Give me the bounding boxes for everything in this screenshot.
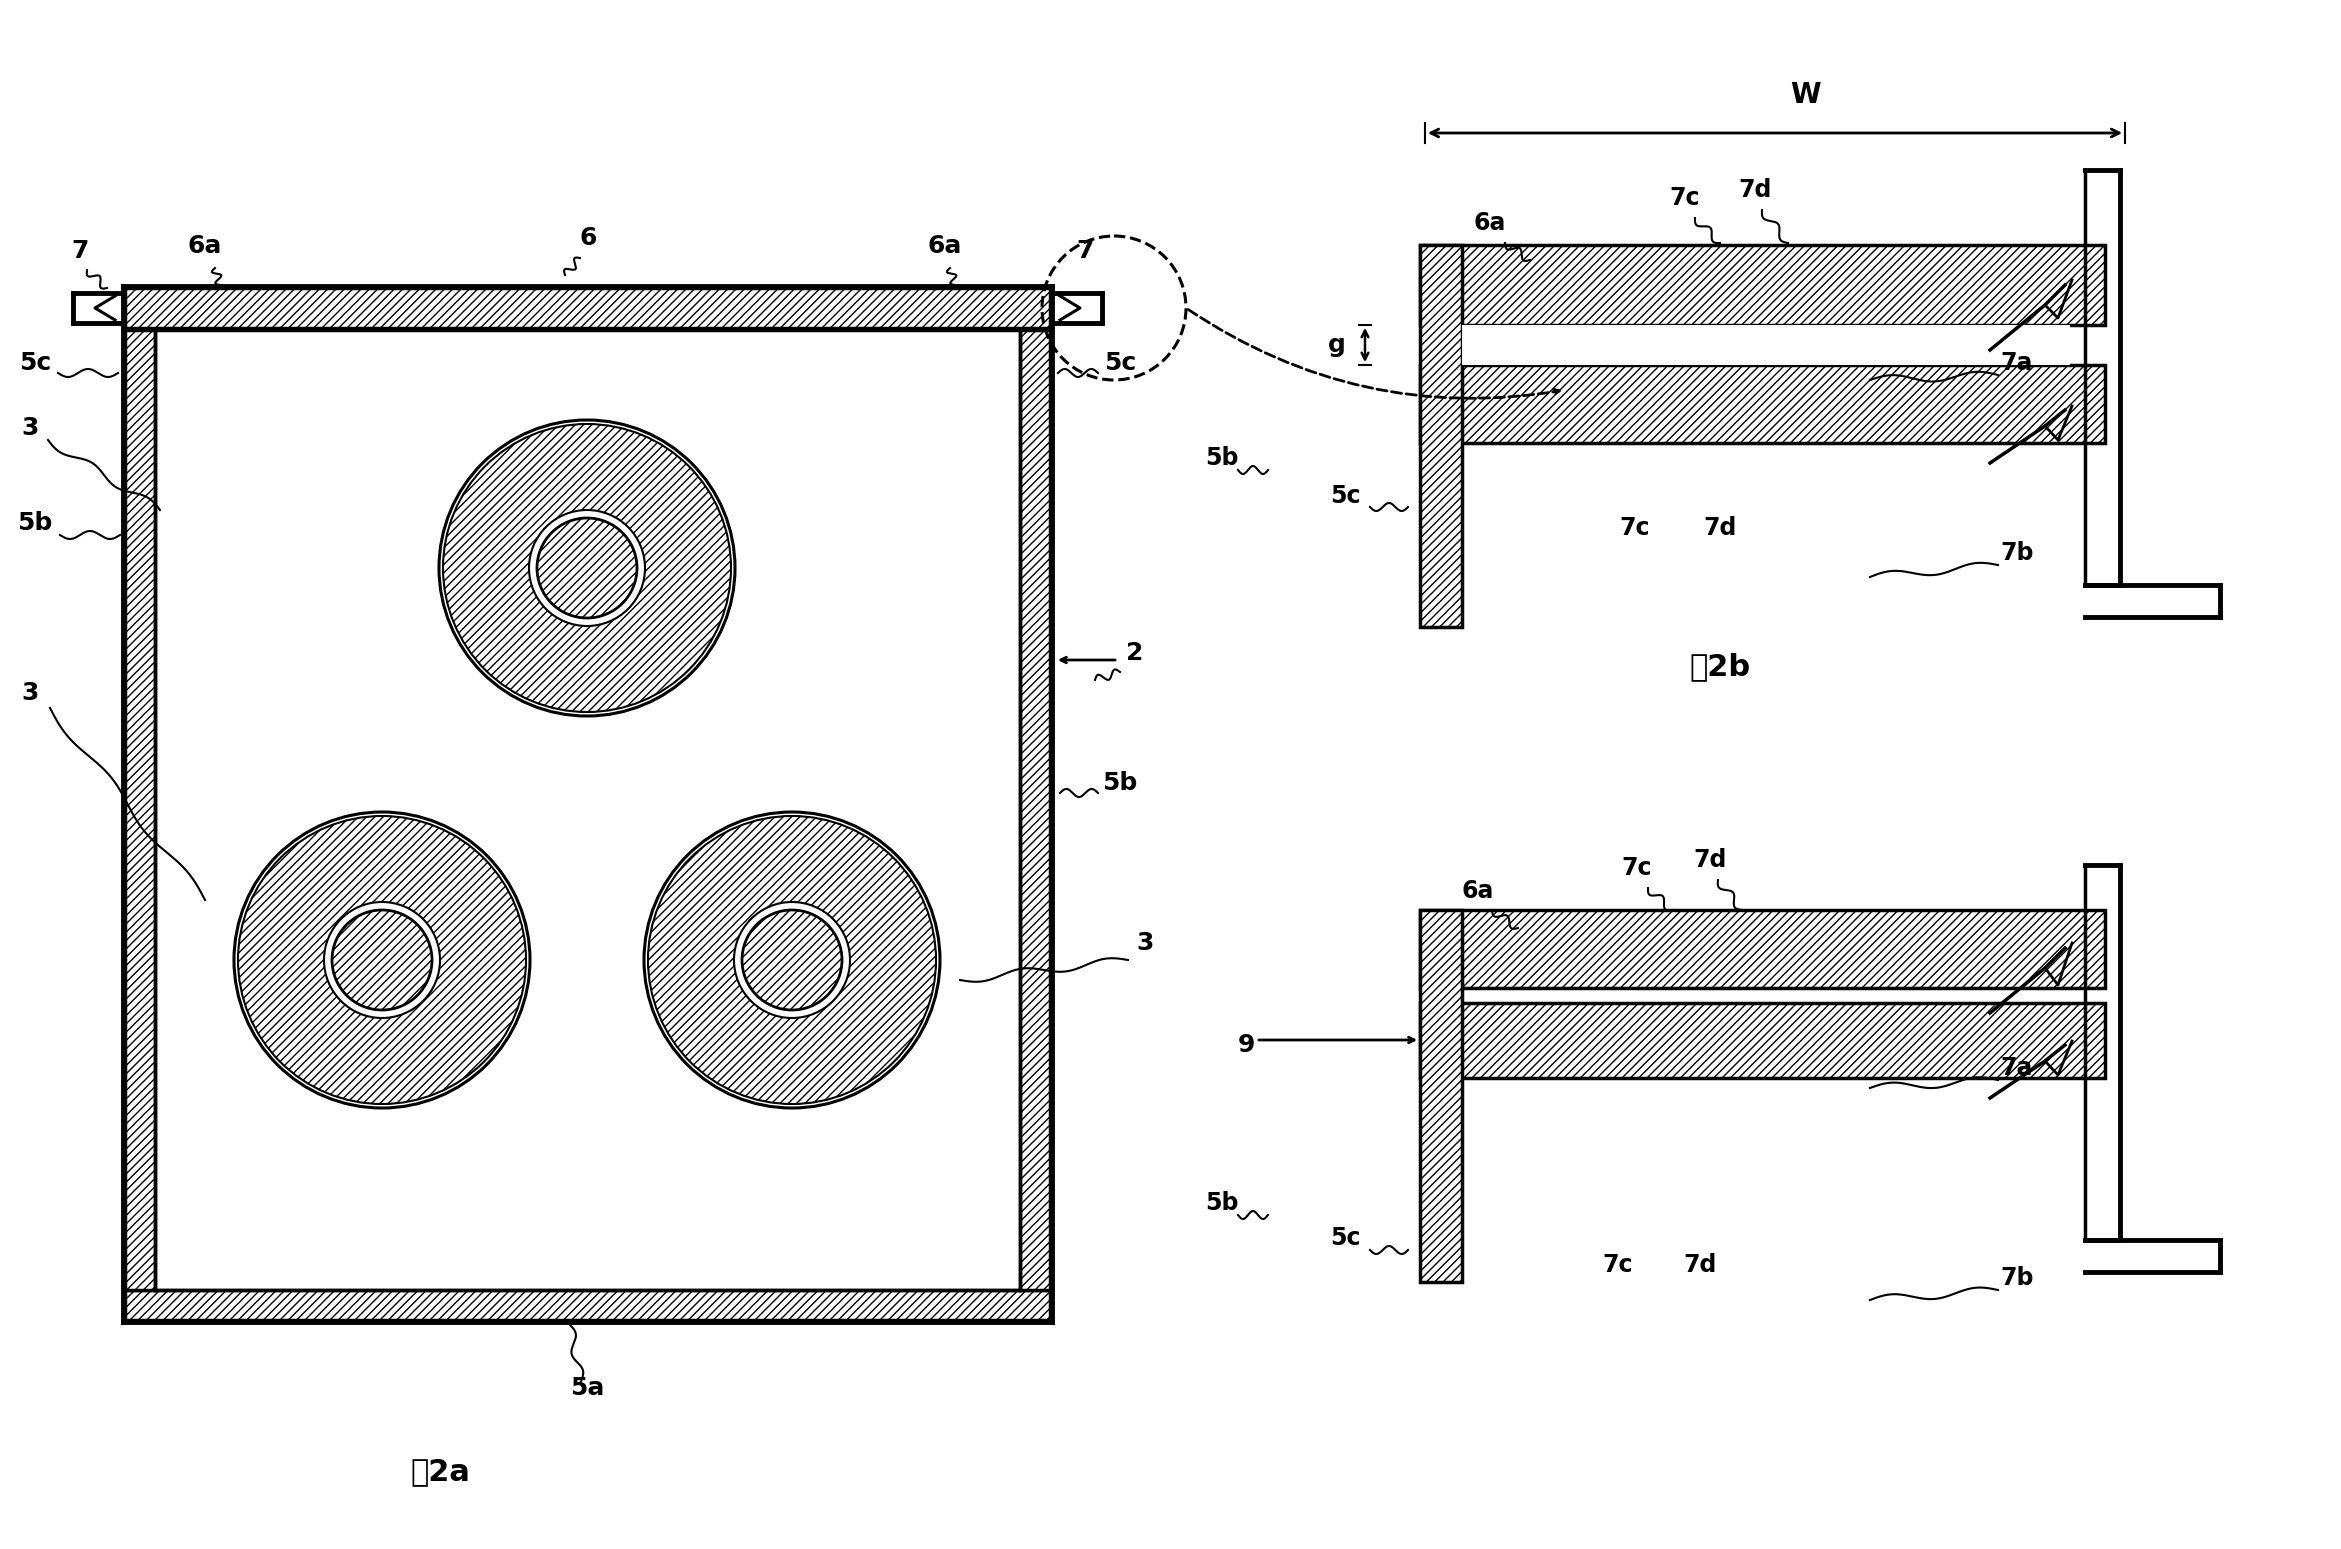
Text: 7b: 7b bbox=[1999, 1266, 2034, 1290]
Text: 5a: 5a bbox=[569, 1376, 604, 1400]
Text: 7a: 7a bbox=[1999, 352, 2032, 375]
Text: 5c: 5c bbox=[1330, 1225, 1360, 1250]
Circle shape bbox=[735, 902, 850, 1018]
Bar bbox=[1421, 909, 2105, 988]
Text: 7c: 7c bbox=[1622, 857, 1653, 880]
Circle shape bbox=[440, 420, 735, 716]
Bar bbox=[1421, 366, 2105, 443]
Text: W: W bbox=[1789, 81, 1821, 108]
Circle shape bbox=[234, 812, 529, 1108]
Text: 9: 9 bbox=[1238, 1033, 1255, 1056]
Text: 6a: 6a bbox=[187, 234, 222, 259]
Text: 7: 7 bbox=[1077, 239, 1093, 263]
Text: 7c: 7c bbox=[1620, 516, 1650, 541]
Text: 7c: 7c bbox=[1669, 186, 1700, 211]
Text: 3: 3 bbox=[21, 417, 40, 440]
Bar bbox=[124, 330, 155, 1290]
Text: 5b: 5b bbox=[1206, 446, 1238, 469]
Text: 5b: 5b bbox=[16, 511, 52, 534]
Bar bbox=[1463, 325, 2069, 366]
Text: 3: 3 bbox=[1135, 931, 1154, 956]
Text: 7: 7 bbox=[70, 239, 89, 263]
Text: 图2a: 图2a bbox=[410, 1458, 471, 1485]
Text: 5c: 5c bbox=[1330, 483, 1360, 508]
Bar bbox=[124, 1290, 1051, 1320]
Circle shape bbox=[323, 902, 440, 1018]
Text: 7b: 7b bbox=[1999, 541, 2034, 565]
Text: 7c: 7c bbox=[1604, 1253, 1634, 1276]
Text: 5c: 5c bbox=[19, 352, 52, 375]
Text: 7d: 7d bbox=[1693, 847, 1728, 872]
Text: 7a: 7a bbox=[1999, 1056, 2032, 1080]
Text: g: g bbox=[1327, 333, 1346, 356]
Bar bbox=[124, 288, 1051, 328]
Circle shape bbox=[442, 424, 730, 713]
Circle shape bbox=[529, 510, 646, 626]
Circle shape bbox=[536, 517, 637, 618]
Text: 5b: 5b bbox=[1206, 1191, 1238, 1214]
Text: 5c: 5c bbox=[1105, 352, 1135, 375]
Bar bbox=[1421, 1004, 2105, 1078]
Text: 7d: 7d bbox=[1739, 178, 1772, 201]
Text: 6: 6 bbox=[578, 226, 597, 249]
Circle shape bbox=[239, 816, 527, 1104]
Bar bbox=[1421, 245, 2105, 325]
Circle shape bbox=[332, 909, 433, 1010]
Text: 6a: 6a bbox=[927, 234, 962, 259]
Circle shape bbox=[648, 816, 936, 1104]
Text: 图2b: 图2b bbox=[1690, 652, 1751, 682]
Text: 7d: 7d bbox=[1704, 516, 1737, 541]
Text: 7d: 7d bbox=[1683, 1253, 1716, 1276]
Text: 5b: 5b bbox=[1103, 771, 1138, 795]
Circle shape bbox=[644, 812, 941, 1108]
Bar bbox=[1021, 330, 1051, 1290]
Bar bbox=[1421, 245, 1463, 627]
Circle shape bbox=[742, 909, 843, 1010]
Text: 3: 3 bbox=[21, 682, 40, 705]
Bar bbox=[155, 330, 1021, 1290]
Bar bbox=[1421, 909, 1463, 1283]
Text: 6a: 6a bbox=[1461, 878, 1494, 903]
Text: 2: 2 bbox=[1126, 641, 1145, 665]
Text: 6a: 6a bbox=[1475, 211, 1505, 235]
